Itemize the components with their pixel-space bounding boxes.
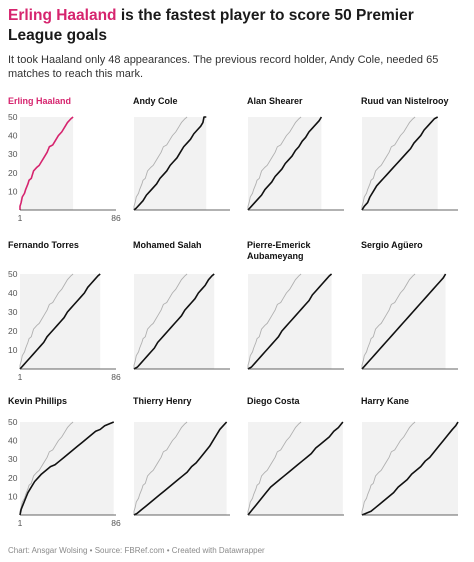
reference-line bbox=[247, 116, 302, 210]
y-tick-label: 50 bbox=[8, 269, 18, 279]
panel-7: Sergio Agüero bbox=[361, 240, 458, 370]
panel-3: Ruud van Nistelrooy bbox=[361, 96, 458, 211]
chart-title-rest: is the fastest player to score 50 Premie… bbox=[8, 7, 414, 44]
y-tick-label: 40 bbox=[8, 436, 18, 446]
footer-separator-1: • bbox=[87, 546, 95, 555]
reference-line bbox=[19, 273, 74, 369]
reference-line bbox=[133, 273, 188, 369]
appearance-range-shade bbox=[20, 117, 74, 210]
chart-title: Erling Haaland is the fastest player to … bbox=[8, 6, 468, 46]
chart-title-highlight: Erling Haaland bbox=[8, 7, 117, 24]
panel-label: Alan Shearer bbox=[247, 96, 303, 106]
reference-line bbox=[361, 421, 416, 515]
reference-line bbox=[247, 273, 302, 369]
appearance-range-shade bbox=[20, 422, 114, 515]
y-tick-label: 30 bbox=[8, 307, 18, 317]
y-tick-label: 20 bbox=[8, 326, 18, 336]
y-tick-label: 30 bbox=[8, 149, 18, 159]
series-line bbox=[19, 273, 101, 370]
panel-0: Erling Haaland 10 20 30 40 50 1 86 bbox=[8, 96, 121, 223]
reference-line bbox=[133, 421, 188, 515]
panel-label: Fernando Torres bbox=[8, 240, 79, 250]
y-tick-label: 50 bbox=[8, 417, 18, 427]
panel-label: Andy Cole bbox=[133, 96, 178, 106]
x-tick-label: 86 bbox=[111, 518, 121, 528]
series-line bbox=[19, 116, 74, 210]
x-tick-label: 86 bbox=[111, 213, 121, 223]
panel-1: Andy Cole bbox=[133, 96, 230, 211]
y-tick-label: 20 bbox=[8, 168, 18, 178]
series-line bbox=[19, 421, 115, 516]
appearance-range-shade bbox=[362, 117, 438, 210]
y-tick-label: 10 bbox=[8, 345, 18, 355]
footer-tool: Created with Datawrapper bbox=[171, 546, 265, 555]
panel-5: Mohamed Salah bbox=[133, 240, 230, 370]
series-line bbox=[247, 273, 333, 370]
panel-label: Ruud van Nistelrooy bbox=[361, 96, 449, 106]
footer-author: Chart: Ansgar Wolsing bbox=[8, 546, 88, 555]
panel-6: Pierre-Emerick Aubameyang bbox=[247, 240, 344, 370]
footer-source: Source: FBRef.com bbox=[94, 546, 165, 555]
x-tick-label: 86 bbox=[111, 372, 121, 382]
series-line bbox=[133, 273, 215, 370]
panel-10: Diego Costa bbox=[247, 396, 344, 516]
x-tick-label: 1 bbox=[18, 213, 23, 223]
panel-label: Sergio Agüero bbox=[361, 240, 423, 250]
panel-label: Thierry Henry bbox=[133, 396, 192, 406]
y-tick-label: 50 bbox=[8, 112, 18, 122]
y-tick-label: 10 bbox=[8, 186, 18, 196]
series-line bbox=[361, 116, 439, 211]
y-tick-label: 20 bbox=[8, 473, 18, 483]
panel-label: Erling Haaland bbox=[8, 96, 71, 106]
y-tick-label: 40 bbox=[8, 131, 18, 141]
series-line bbox=[247, 421, 344, 516]
series-line bbox=[361, 273, 447, 370]
panel-4: Fernando Torres 10 20 30 40 50 1 86 bbox=[8, 240, 121, 382]
series-line bbox=[247, 116, 323, 211]
panel-label: Mohamed Salah bbox=[133, 240, 202, 250]
y-tick-label: 10 bbox=[8, 491, 18, 501]
x-tick-label: 1 bbox=[18, 518, 23, 528]
panel-label: Pierre-Emerick Aubameyang bbox=[247, 240, 312, 261]
footer-separator-2: • bbox=[164, 546, 172, 555]
panel-8: Kevin Phillips 10 20 30 40 50 1 86 bbox=[8, 396, 121, 528]
reference-line bbox=[19, 421, 74, 515]
panel-label: Kevin Phillips bbox=[8, 396, 67, 406]
series-line bbox=[361, 421, 459, 516]
panel-11: Harry Kane bbox=[361, 396, 459, 516]
panel-2: Alan Shearer bbox=[247, 96, 344, 211]
reference-line bbox=[247, 421, 302, 515]
y-tick-label: 40 bbox=[8, 288, 18, 298]
reference-line bbox=[361, 273, 416, 369]
series-line bbox=[133, 116, 207, 211]
panel-label: Harry Kane bbox=[361, 396, 409, 406]
panel-9: Thierry Henry bbox=[133, 396, 230, 516]
chart-footer: Chart: Ansgar Wolsing • Source: FBRef.co… bbox=[8, 546, 265, 555]
panel-label: Diego Costa bbox=[247, 396, 301, 406]
series-line bbox=[133, 421, 228, 516]
x-tick-label: 1 bbox=[18, 372, 23, 382]
chart-subtitle: It took Haaland only 48 appearances. The… bbox=[8, 54, 439, 80]
y-tick-label: 30 bbox=[8, 454, 18, 464]
appearance-range-shade bbox=[134, 422, 227, 515]
appearance-range-shade bbox=[248, 422, 343, 515]
reference-line bbox=[133, 116, 188, 210]
appearance-range-shade bbox=[362, 422, 458, 515]
reference-line bbox=[361, 116, 416, 210]
